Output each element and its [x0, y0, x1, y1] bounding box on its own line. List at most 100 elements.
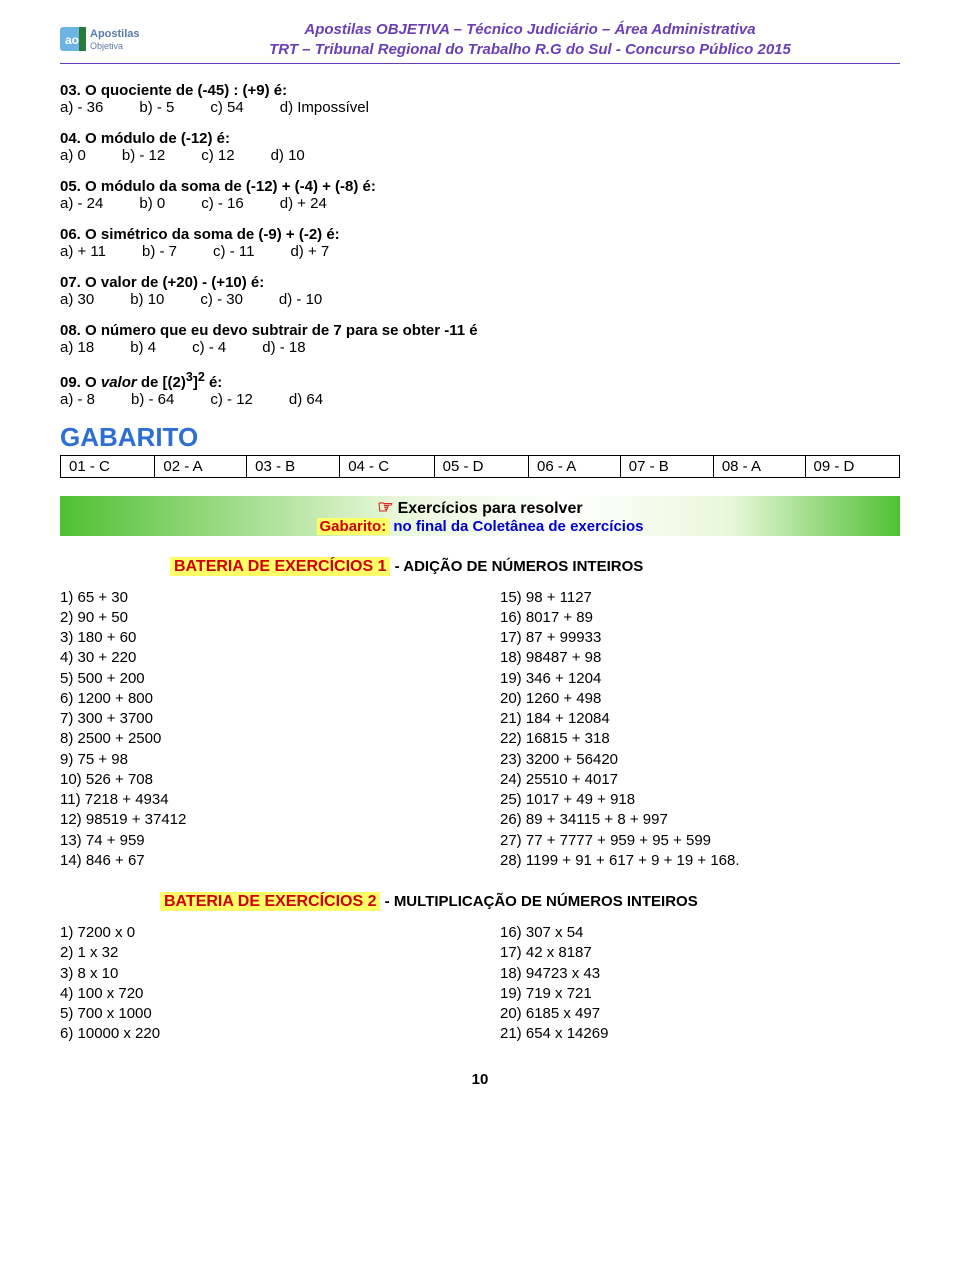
exercise-line: 22) 16815 + 318: [500, 729, 900, 749]
exercise-line: 27) 77 + 7777 + 959 + 95 + 599: [500, 831, 900, 851]
svg-text:Apostilas: Apostilas: [90, 28, 140, 40]
question-block: 03. O quociente de (-45) : (+9) é:a) - 3…: [60, 82, 900, 116]
exercicios-bar: ☞Exercícios para resolver Gabarito: no f…: [60, 496, 900, 536]
bateria-2-exercises: 1) 7200 x 02) 1 x 323) 8 x 104) 100 x 72…: [60, 923, 900, 1045]
gabarito-table: 01 - C02 - A03 - B04 - C05 - D06 - A07 -…: [60, 455, 900, 478]
exercise-line: 5) 700 x 1000: [60, 1004, 460, 1024]
exercise-line: 21) 184 + 12084: [500, 709, 900, 729]
gabarito-desc: no final da Coletânea de exercícios: [389, 518, 643, 535]
question-block: 08. O número que eu devo subtrair de 7 p…: [60, 322, 900, 356]
exercise-line: 17) 87 + 99933: [500, 628, 900, 648]
exercise-line: 8) 2500 + 2500: [60, 729, 460, 749]
answer-option: a) - 36: [60, 99, 103, 116]
answer-option: d) Impossível: [280, 99, 369, 116]
exercise-line: 2) 1 x 32: [60, 943, 460, 963]
exercise-line: 16) 307 x 54: [500, 923, 900, 943]
answer-option: b) 4: [130, 339, 156, 356]
answer-option: b) - 5: [139, 99, 174, 116]
question-block: 05. O módulo da soma de (-12) + (-4) + (…: [60, 178, 900, 212]
answer-option: a) - 24: [60, 195, 103, 212]
exercise-line: 20) 6185 x 497: [500, 1004, 900, 1024]
bateria-2-header: BATERIA DE EXERCÍCIOS 2 - MULTIPLICAÇÃO …: [60, 893, 900, 911]
answer-option: d) 64: [289, 391, 323, 408]
exercise-line: 13) 74 + 959: [60, 831, 460, 851]
gabarito-cell: 09 - D: [805, 455, 899, 477]
question-title: 08. O número que eu devo subtrair de 7 p…: [60, 322, 900, 339]
answer-option: c) - 12: [210, 391, 253, 408]
bateria-1-exercises: 1) 65 + 302) 90 + 503) 180 + 604) 30 + 2…: [60, 588, 900, 872]
question-09: 09. O valor de [(2)3]2 é: a) - 8b) - 64c…: [60, 370, 900, 408]
answer-option: b) - 64: [131, 391, 174, 408]
question-answers: a) - 36 b) - 5 c) 54 d) Impossível: [60, 99, 900, 116]
exercise-line: 14) 846 + 67: [60, 851, 460, 871]
answer-option: b) 10: [130, 291, 164, 308]
gabarito-cell: 03 - B: [247, 455, 340, 477]
answer-option: a) 0: [60, 147, 86, 164]
q09-mid: de [(2): [137, 374, 186, 391]
answer-option: b) - 12: [122, 147, 165, 164]
header-line1: Apostilas OBJETIVA – Técnico Judiciário …: [304, 21, 755, 38]
answer-option: c) 54: [210, 99, 243, 116]
exercise-line: 7) 300 + 3700: [60, 709, 460, 729]
exercise-line: 9) 75 + 98: [60, 750, 460, 770]
exercise-line: 20) 1260 + 498: [500, 689, 900, 709]
gabarito-cell: 01 - C: [61, 455, 155, 477]
exercise-line: 2) 90 + 50: [60, 608, 460, 628]
answer-option: d) - 18: [262, 339, 305, 356]
exercise-line: 4) 100 x 720: [60, 984, 460, 1004]
question-title: 07. O valor de (+20) - (+10) é:: [60, 274, 900, 291]
exercise-line: 26) 89 + 34115 + 8 + 997: [500, 810, 900, 830]
question-title: 03. O quociente de (-45) : (+9) é:: [60, 82, 900, 99]
exercise-line: 16) 8017 + 89: [500, 608, 900, 628]
question-block: 04. O módulo de (-12) é:a) 0b) - 12c) 12…: [60, 130, 900, 164]
exercise-line: 3) 8 x 10: [60, 964, 460, 984]
exercise-line: 5) 500 + 200: [60, 669, 460, 689]
question-answers: a) 18 b) 4 c) - 4 d) - 18: [60, 339, 900, 356]
answer-option: a) 18: [60, 339, 94, 356]
answer-option: a) + 11: [60, 243, 106, 260]
logo-icon: ao Apostilas Objetiva: [60, 21, 160, 59]
answer-option: d) 10: [271, 147, 305, 164]
exercicios-title: Exercícios para resolver: [398, 500, 583, 517]
gabarito-heading: GABARITO: [60, 422, 900, 453]
answer-option: c) 12: [201, 147, 234, 164]
bateria-2-sub: - MULTIPLICAÇÃO DE NÚMEROS INTEIROS: [380, 893, 697, 910]
header: ao Apostilas Objetiva Apostilas OBJETIVA…: [60, 20, 900, 64]
exercise-line: 15) 98 + 1127: [500, 588, 900, 608]
gabarito-cell: 07 - B: [620, 455, 713, 477]
exercise-line: 3) 180 + 60: [60, 628, 460, 648]
answer-option: d) + 7: [290, 243, 329, 260]
question-title: 06. O simétrico da soma de (-9) + (-2) é…: [60, 226, 900, 243]
exercise-line: 18) 98487 + 98: [500, 648, 900, 668]
q09-sup1: 3: [186, 370, 193, 384]
question-title: 05. O módulo da soma de (-12) + (-4) + (…: [60, 178, 900, 195]
exercise-line: 6) 1200 + 800: [60, 689, 460, 709]
answer-option: c) - 16: [201, 195, 244, 212]
question-block: 07. O valor de (+20) - (+10) é:a) 30b) 1…: [60, 274, 900, 308]
answer-option: b) - 7: [142, 243, 177, 260]
header-text: Apostilas OBJETIVA – Técnico Judiciário …: [160, 20, 900, 61]
exercise-line: 23) 3200 + 56420: [500, 750, 900, 770]
exercise-line: 1) 7200 x 0: [60, 923, 460, 943]
exercise-line: 4) 30 + 220: [60, 648, 460, 668]
exercise-line: 11) 7218 + 4934: [60, 790, 460, 810]
exercise-line: 24) 25510 + 4017: [500, 770, 900, 790]
exercise-line: 21) 654 x 14269: [500, 1024, 900, 1044]
answer-option: c) - 4: [192, 339, 226, 356]
gabarito-cell: 05 - D: [434, 455, 528, 477]
exercise-line: 1) 65 + 30: [60, 588, 460, 608]
page-number: 10: [60, 1071, 900, 1088]
answer-option: d) - 10: [279, 291, 322, 308]
bateria-1-sub: - ADIÇÃO DE NÚMEROS INTEIROS: [390, 558, 643, 575]
exercise-line: 6) 10000 x 220: [60, 1024, 460, 1044]
exercise-line: 17) 42 x 8187: [500, 943, 900, 963]
svg-text:ao: ao: [65, 33, 79, 47]
q09-answers: a) - 8b) - 64c) - 12d) 64: [60, 391, 900, 408]
gabarito-cell: 04 - C: [340, 455, 434, 477]
q09-sup2: 2: [198, 370, 205, 384]
answer-option: b) 0: [139, 195, 165, 212]
q09-suffix: é:: [205, 374, 223, 391]
exercise-line: 28) 1199 + 91 + 617 + 9 + 19 + 168.: [500, 851, 900, 871]
exercise-line: 10) 526 + 708: [60, 770, 460, 790]
hand-icon: ☞: [377, 497, 393, 517]
